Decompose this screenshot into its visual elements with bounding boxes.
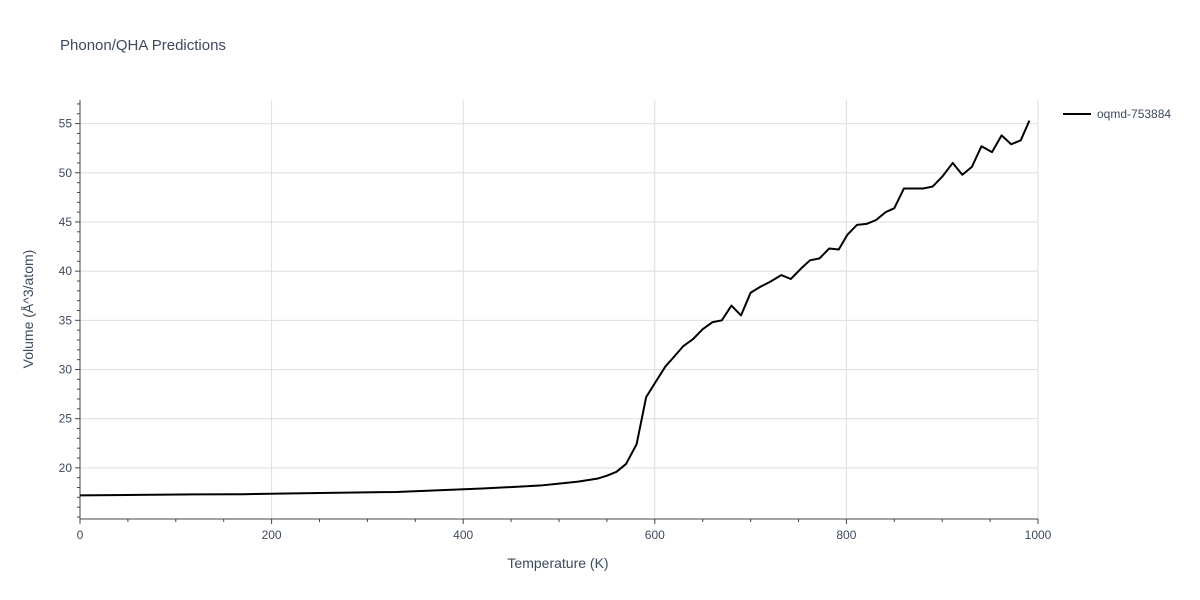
x-tick-label: 200 <box>262 528 282 542</box>
series-line <box>79 120 1031 497</box>
axes <box>75 100 1039 524</box>
legend-label: oqmd-753884 <box>1097 107 1171 121</box>
x-tick-label: 1000 <box>1025 528 1052 542</box>
y-tick-labels: 20 25 30 35 40 45 50 55 <box>59 117 73 475</box>
y-tick-label: 25 <box>59 412 73 426</box>
grid <box>80 100 1039 519</box>
y-tick-label: 50 <box>59 166 73 180</box>
x-tick-label: 400 <box>453 528 473 542</box>
legend[interactable]: oqmd-753884 <box>1063 107 1171 121</box>
y-axis-title: Volume (Å^3/atom) <box>20 250 36 369</box>
plot-area <box>79 120 1031 497</box>
y-tick-label: 35 <box>59 313 73 327</box>
y-tick-label: 30 <box>59 362 73 376</box>
x-tick-label: 600 <box>645 528 665 542</box>
chart-title: Phonon/QHA Predictions <box>60 37 226 54</box>
x-tick-label: 800 <box>836 528 856 542</box>
y-tick-label: 40 <box>59 264 73 278</box>
y-tick-label: 20 <box>59 461 73 475</box>
y-tick-label: 55 <box>59 117 73 131</box>
x-tick-label: 0 <box>77 528 84 542</box>
x-tick-labels: 0 200 400 600 800 1000 <box>77 528 1052 542</box>
x-axis-title: Temperature (K) <box>507 555 608 571</box>
y-tick-label: 45 <box>59 215 73 229</box>
